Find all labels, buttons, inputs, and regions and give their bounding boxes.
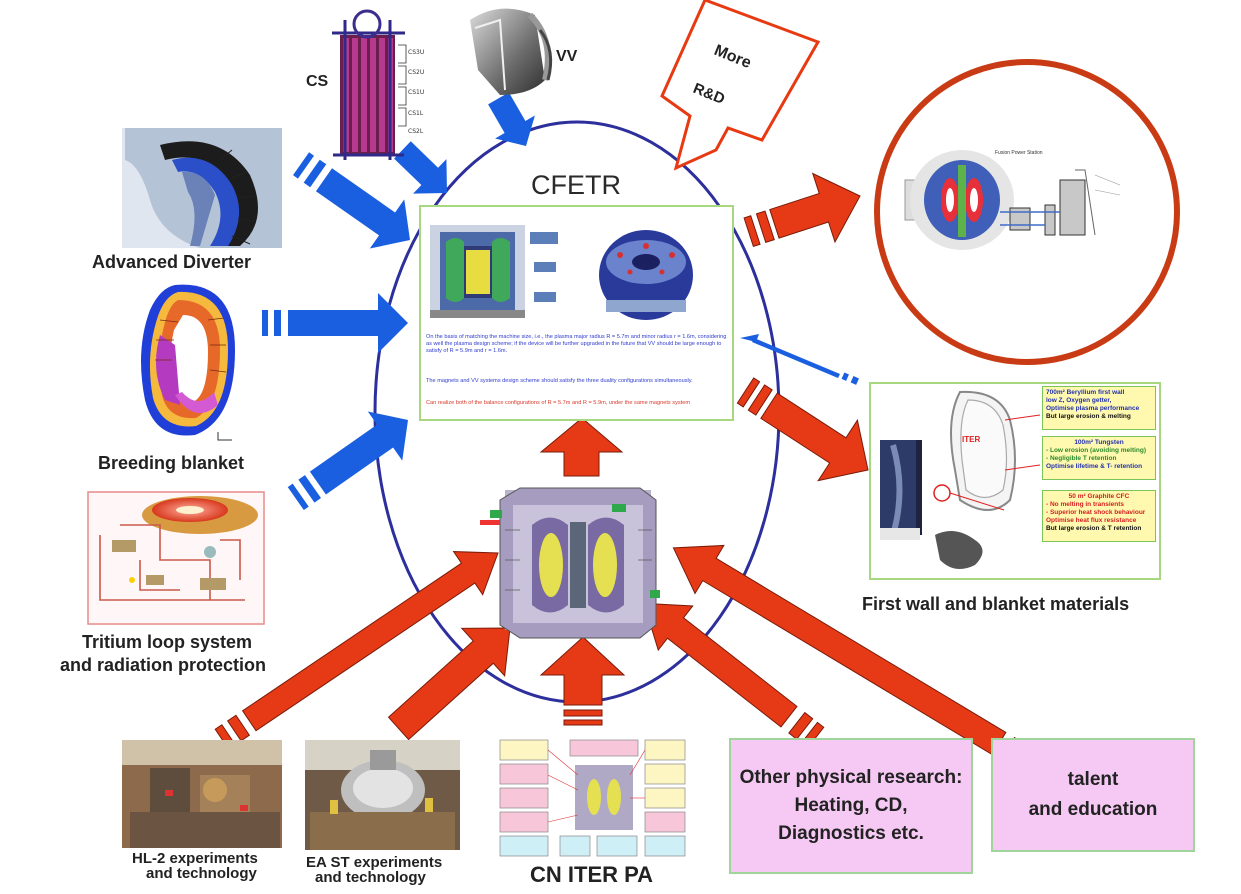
physics-line-1: Other physical research: [739,767,963,788]
cs-coil-image: CS3U CS2U CS1U CS1L CS2L [332,9,424,160]
cn-iter-arrow [539,636,626,726]
be-line-2: low Z, Oxygen getter, [1046,397,1112,404]
cs-arrow [394,141,447,194]
power-station-title: Fusion Power Station [995,150,1043,156]
materials-feedback-arrow [740,334,859,385]
cn-iter-pa-image [499,738,686,857]
be-line-4: But large erosion & melting [1046,413,1131,420]
vv-label: VV [556,48,578,65]
talent-line-1: talent [1067,769,1119,790]
physics-line-3: Diagnostics etc. [778,823,924,844]
diverter-arrow [293,152,410,249]
cfetr-panel-text-3: Can realize both of the balance configur… [426,400,690,406]
hl2-label-line2: and technology [146,865,257,882]
svg-text:CS2L: CS2L [408,128,424,135]
tritium-label-line2: and radiation protection [60,655,267,675]
c-line-3: - Superior heat shock behaviour [1046,509,1146,516]
c-line-5: But large erosion & T retention [1046,525,1142,532]
physics-arrow [643,602,825,749]
tungsten-box: 100m² Tungsten - Low erosion (avoiding m… [1042,436,1156,480]
east-label-line2: and technology [315,869,426,886]
svg-text:CS1U: CS1U [408,89,424,96]
be-line-3: Optimise plasma performance [1046,405,1140,412]
cfetr-panel-text-2: The magnets and VV systems design scheme… [426,378,693,384]
iter-material-label: ITER [962,435,981,444]
talent-box: talent and education [991,738,1195,852]
cfetr-panel-frame [419,205,734,421]
w-line-3: - Negligible T retention [1046,455,1117,462]
w-line-2: - Low erosion (avoiding melting) [1046,447,1147,454]
tritium-label-line1: Tritium loop system [82,632,253,652]
cs-label: CS [306,73,329,90]
talent-line-2: and education [1028,799,1158,820]
be-line-1: 700m² Beryllium first wall [1046,389,1125,396]
cfetr-panel-text-1: On the basis of matching the machine siz… [426,334,727,354]
svg-text:CS2U: CS2U [408,69,424,76]
vv-image [470,8,553,96]
first-wall-label: First wall and blanket materials [862,594,1130,614]
c-line-1: 50 m² Graphite CFC [1068,493,1130,500]
w-line-4: Optimise lifetime & T- retention [1046,463,1143,470]
c-line-4: Optimise heat flux resistance [1046,517,1137,524]
cfetr-title: CFETR [531,170,621,200]
hl2-arrow [214,551,499,750]
red-arrows [214,172,1038,774]
east-arrow [387,627,511,741]
diverter-image [122,128,282,248]
east-label-line1: EA ST experiments [306,854,443,871]
iter-to-cfetr-arrow [539,417,624,477]
materials-arrow [736,377,869,482]
east-photo [305,740,460,850]
power-station-arrow [743,172,861,248]
more-rd-callout [660,0,821,171]
svg-text:CS3U: CS3U [408,49,424,56]
breeding-blanket-label: Breeding blanket [98,453,245,473]
c-line-2: - No melting in transients [1046,501,1125,508]
tritium-loop-image [87,491,265,625]
blue-arrows [262,92,859,511]
graphite-box: 50 m² Graphite CFC - No melting in trans… [1042,490,1156,542]
vv-arrow [488,92,535,146]
breeding-blanket-image [141,284,235,441]
advanced-diverter-label: Advanced Diverter [92,252,252,272]
beryllium-box: 700m² Beryllium first wall low Z, Oxygen… [1042,386,1156,430]
tritium-arrow [287,411,408,511]
physics-line-2: Heating, CD, [794,795,908,816]
svg-text:CS1L: CS1L [408,110,424,117]
other-physics-box: Other physical research: Heating, CD, Di… [729,738,973,874]
iter-tokamak-image [480,487,660,639]
hl2-label-line1: HL-2 experiments [132,850,258,867]
hl2-photo [122,740,282,848]
power-station-image [874,59,1180,365]
w-line-1: 100m² Tungsten [1074,439,1124,446]
blanket-arrow [262,293,408,353]
cn-iter-pa-label: CN ITER PA [530,862,654,887]
